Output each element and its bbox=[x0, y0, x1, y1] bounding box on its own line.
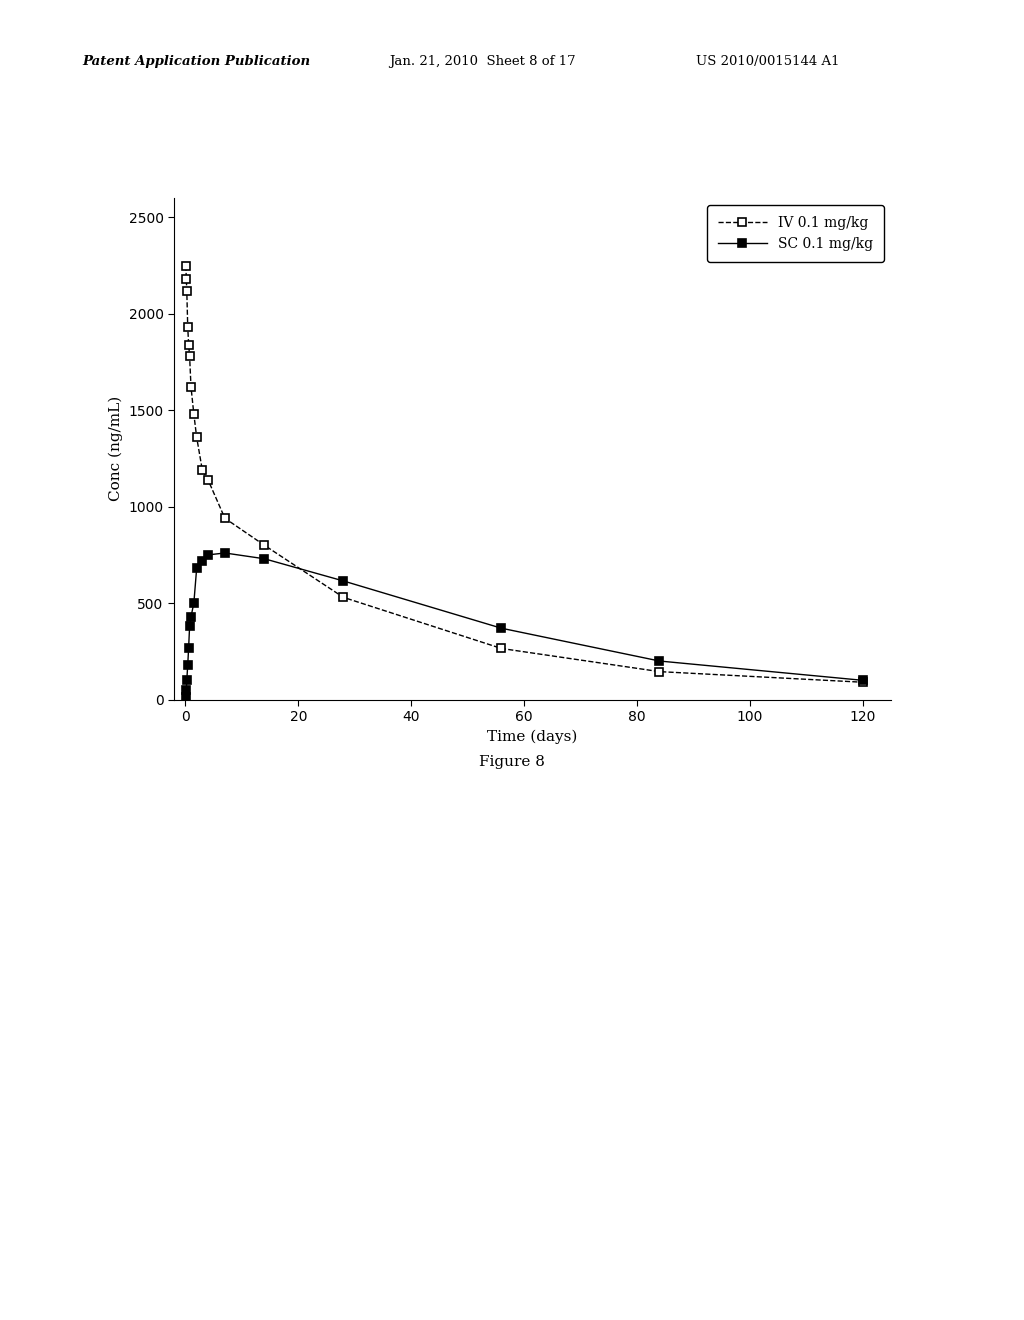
IV 0.1 mg/kg bbox=[197, 462, 209, 478]
SC 0.1 mg/kg bbox=[337, 573, 349, 589]
IV 0.1 mg/kg bbox=[179, 257, 191, 273]
IV 0.1 mg/kg bbox=[181, 319, 194, 335]
SC 0.1 mg/kg bbox=[185, 609, 198, 624]
Text: US 2010/0015144 A1: US 2010/0015144 A1 bbox=[696, 55, 840, 69]
IV 0.1 mg/kg bbox=[653, 664, 666, 680]
SC 0.1 mg/kg bbox=[496, 620, 508, 636]
SC 0.1 mg/kg bbox=[183, 618, 196, 634]
IV 0.1 mg/kg bbox=[185, 379, 198, 395]
IV 0.1 mg/kg bbox=[187, 407, 200, 422]
X-axis label: Time (days): Time (days) bbox=[487, 730, 578, 744]
SC 0.1 mg/kg bbox=[197, 553, 209, 569]
Text: Figure 8: Figure 8 bbox=[479, 755, 545, 768]
SC 0.1 mg/kg bbox=[187, 595, 200, 611]
IV 0.1 mg/kg bbox=[202, 471, 214, 487]
SC 0.1 mg/kg bbox=[182, 640, 195, 656]
IV 0.1 mg/kg bbox=[183, 348, 196, 364]
SC 0.1 mg/kg bbox=[219, 545, 231, 561]
Line: SC 0.1 mg/kg: SC 0.1 mg/kg bbox=[181, 549, 867, 701]
SC 0.1 mg/kg bbox=[856, 672, 868, 688]
IV 0.1 mg/kg bbox=[182, 337, 195, 352]
IV 0.1 mg/kg bbox=[180, 271, 193, 286]
SC 0.1 mg/kg bbox=[181, 657, 194, 673]
Text: Jan. 21, 2010  Sheet 8 of 17: Jan. 21, 2010 Sheet 8 of 17 bbox=[389, 55, 575, 69]
SC 0.1 mg/kg bbox=[202, 546, 214, 562]
IV 0.1 mg/kg bbox=[180, 282, 193, 298]
IV 0.1 mg/kg bbox=[856, 675, 868, 690]
IV 0.1 mg/kg bbox=[219, 511, 231, 527]
SC 0.1 mg/kg bbox=[258, 550, 270, 566]
SC 0.1 mg/kg bbox=[180, 682, 193, 698]
IV 0.1 mg/kg bbox=[337, 590, 349, 606]
Text: Patent Application Publication: Patent Application Publication bbox=[82, 55, 310, 69]
Line: IV 0.1 mg/kg: IV 0.1 mg/kg bbox=[181, 261, 867, 686]
SC 0.1 mg/kg bbox=[179, 689, 191, 705]
SC 0.1 mg/kg bbox=[190, 561, 203, 577]
SC 0.1 mg/kg bbox=[653, 653, 666, 669]
IV 0.1 mg/kg bbox=[190, 429, 203, 445]
Y-axis label: Conc (ng/mL): Conc (ng/mL) bbox=[109, 396, 123, 502]
SC 0.1 mg/kg bbox=[180, 672, 193, 688]
IV 0.1 mg/kg bbox=[496, 640, 508, 656]
Legend: IV 0.1 mg/kg, SC 0.1 mg/kg: IV 0.1 mg/kg, SC 0.1 mg/kg bbox=[707, 205, 884, 263]
IV 0.1 mg/kg bbox=[258, 537, 270, 553]
